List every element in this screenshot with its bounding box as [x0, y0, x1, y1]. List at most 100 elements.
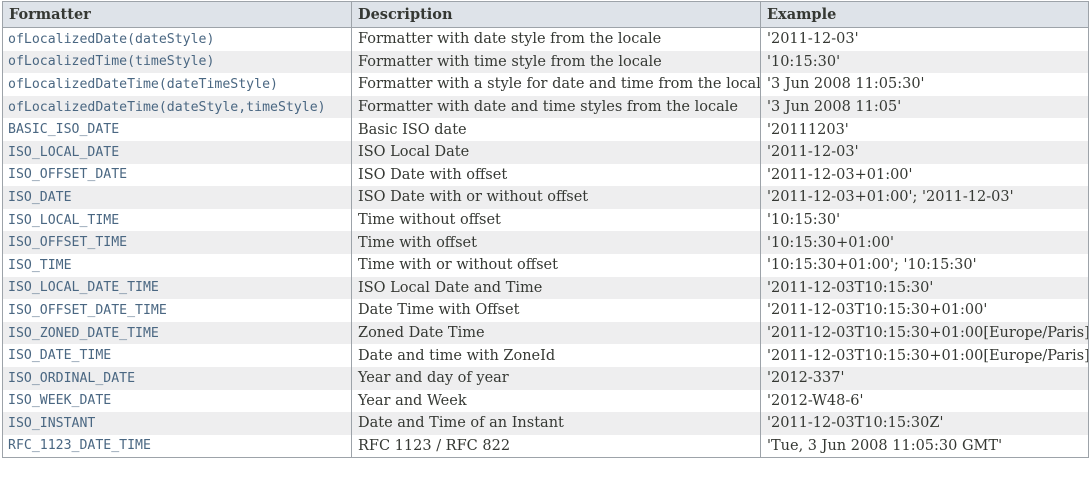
formatter-cell: ISO_ZONED_DATE_TIME [2, 321, 352, 345]
formatter-link[interactable]: ISO_OFFSET_TIME [8, 235, 128, 251]
example-cell: '2011-12-03T10:15:30+01:00' [760, 299, 1089, 322]
formatter-cell: ofLocalizedDateTime(dateTimeStyle) [2, 73, 352, 96]
formatter-link[interactable]: ISO_OFFSET_DATE_TIME [8, 302, 167, 318]
table-row: ofLocalizedDateTime(dateTimeStyle) Format… [2, 73, 1089, 96]
table-row: ISO_TIME Time with or without offset '10:1… [2, 253, 1089, 277]
table-row: ISO_LOCAL_TIME Time without offset '10:15:… [2, 208, 1089, 232]
example-cell: '2011-12-03T10:15:30Z' [760, 412, 1089, 435]
table-row: ISO_OFFSET_DATE ISO Date with offset '2011… [2, 163, 1089, 187]
example-cell: '2011-12-03T10:15:30+01:00[Europe/Paris]… [760, 344, 1089, 367]
table-row: RFC_1123_DATE_TIME RFC 1123 / RFC 822 'Tue… [2, 434, 1089, 459]
formatter-link[interactable]: ISO_OFFSET_DATE [8, 167, 128, 183]
description-cell: Time with or without offset [351, 253, 761, 277]
description-cell: Formatter with time style from the local… [351, 50, 761, 74]
formatter-link[interactable]: ISO_ORDINAL_DATE [8, 370, 136, 386]
description-cell: Time with offset [351, 231, 761, 254]
formatter-cell: ISO_TIME [2, 253, 352, 277]
table-row: BASIC_ISO_DATE Basic ISO date '20111203' [2, 118, 1089, 141]
formatter-cell: ISO_LOCAL_DATE [2, 140, 352, 164]
formatter-cell: ISO_LOCAL_DATE_TIME [2, 276, 352, 300]
column-header-formatter: Formatter [2, 1, 352, 28]
example-cell: '20111203' [760, 118, 1089, 141]
example-cell: '2012-W48-6' [760, 389, 1089, 413]
formatter-link[interactable]: ofLocalizedDateTime(dateStyle,timeStyle) [8, 99, 326, 115]
example-cell: '2012-337' [760, 366, 1089, 390]
table-row: ofLocalizedDateTime(dateStyle,timeStyle)… [2, 95, 1089, 119]
formatter-cell: ofLocalizedDate(dateStyle) [2, 27, 352, 51]
table-row: ISO_DATE_TIME Date and time with ZoneId '2… [2, 344, 1089, 367]
formatter-cell: ISO_WEEK_DATE [2, 389, 352, 413]
formatter-cell: ISO_DATE [2, 186, 352, 209]
example-cell: '10:15:30' [760, 208, 1089, 232]
formatter-link[interactable]: ofLocalizedTime(timeStyle) [8, 54, 215, 70]
description-cell: ISO Local Date and Time [351, 276, 761, 300]
example-cell: '2011-12-03+01:00' [760, 163, 1089, 187]
description-cell: Time without offset [351, 208, 761, 232]
column-header-example: Example [760, 1, 1089, 28]
formatter-cell: ISO_OFFSET_DATE [2, 163, 352, 187]
example-cell: '2011-12-03' [760, 140, 1089, 164]
example-cell: '2011-12-03+01:00'; '2011-12-03' [760, 186, 1089, 209]
formatter-link[interactable]: ISO_DATE_TIME [8, 348, 112, 364]
description-cell: Formatter with date and time styles from… [351, 95, 761, 119]
table-body: ofLocalizedDate(dateStyle) Formatter with… [2, 27, 1089, 459]
formatter-cell: ISO_INSTANT [2, 412, 352, 435]
example-cell: '3 Jun 2008 11:05' [760, 95, 1089, 119]
table-row: ISO_OFFSET_DATE_TIME Date Time with Offse… [2, 299, 1089, 322]
description-cell: RFC 1123 / RFC 822 [351, 434, 761, 459]
formatter-link[interactable]: BASIC_ISO_DATE [8, 122, 120, 138]
formatter-cell: ISO_ORDINAL_DATE [2, 366, 352, 390]
table-row: ofLocalizedTime(timeStyle) Formatter with… [2, 50, 1089, 74]
formatter-link[interactable]: ISO_LOCAL_TIME [8, 212, 120, 228]
table-row: ISO_ZONED_DATE_TIME Zoned Date Time '2011-… [2, 321, 1089, 345]
example-cell: '2011-12-03T10:15:30' [760, 276, 1089, 300]
formatter-cell: ofLocalizedTime(timeStyle) [2, 50, 352, 74]
formatter-link[interactable]: ISO_LOCAL_DATE_TIME [8, 280, 159, 296]
formatter-cell: ISO_LOCAL_TIME [2, 208, 352, 232]
description-cell: Formatter with date style from the local… [351, 27, 761, 51]
formatter-link[interactable]: ISO_WEEK_DATE [8, 393, 112, 409]
table-row: ISO_ORDINAL_DATE Year and day of year '201… [2, 366, 1089, 390]
description-cell: Formatter with a style for date and time… [351, 73, 761, 96]
formatter-link[interactable]: ofLocalizedDateTime(dateTimeStyle) [8, 76, 278, 92]
table-row: ISO_LOCAL_DATE_TIME ISO Local Date and Ti… [2, 276, 1089, 300]
table-row: ISO_OFFSET_TIME Time with offset '10:15:30… [2, 231, 1089, 254]
formatter-cell: BASIC_ISO_DATE [2, 118, 352, 141]
formatter-link[interactable]: ISO_LOCAL_DATE [8, 144, 120, 160]
description-cell: Date and time with ZoneId [351, 344, 761, 367]
table-row: ISO_WEEK_DATE Year and Week '2012-W48-6' [2, 389, 1089, 413]
example-cell: '10:15:30+01:00' [760, 231, 1089, 254]
example-cell: 'Tue, 3 Jun 2008 11:05:30 GMT' [760, 434, 1089, 459]
description-cell: Date Time with Offset [351, 299, 761, 322]
description-cell: ISO Date with offset [351, 163, 761, 187]
description-cell: Zoned Date Time [351, 321, 761, 345]
formatter-link[interactable]: ISO_TIME [8, 257, 72, 273]
description-cell: Year and Week [351, 389, 761, 413]
formatter-link[interactable]: RFC_1123_DATE_TIME [8, 438, 151, 454]
header-row: Formatter Description Example [2, 1, 1089, 28]
formatter-cell: ISO_OFFSET_DATE_TIME [2, 299, 352, 322]
example-cell: '2011-12-03T10:15:30+01:00[Europe/Paris]… [760, 321, 1089, 345]
table-row: ofLocalizedDate(dateStyle) Formatter with… [2, 27, 1089, 51]
table-header: Formatter Description Example [2, 1, 1089, 28]
formatter-cell: ofLocalizedDateTime(dateStyle,timeStyle) [2, 95, 352, 119]
description-cell: ISO Date with or without offset [351, 186, 761, 209]
example-cell: '2011-12-03' [760, 27, 1089, 51]
description-cell: Basic ISO date [351, 118, 761, 141]
table-row: ISO_DATE ISO Date with or without offset '… [2, 186, 1089, 209]
example-cell: '10:15:30' [760, 50, 1089, 74]
formatter-cell: ISO_OFFSET_TIME [2, 231, 352, 254]
description-cell: Year and day of year [351, 366, 761, 390]
formatter-cell: ISO_DATE_TIME [2, 344, 352, 367]
example-cell: '3 Jun 2008 11:05:30' [760, 73, 1089, 96]
formatter-link[interactable]: ofLocalizedDate(dateStyle) [8, 31, 215, 47]
table-row: ISO_LOCAL_DATE ISO Local Date '2011-12-03' [2, 140, 1089, 164]
formatter-link[interactable]: ISO_ZONED_DATE_TIME [8, 325, 159, 341]
table-row: ISO_INSTANT Date and Time of an Instant '2… [2, 412, 1089, 435]
column-header-description: Description [351, 1, 761, 28]
example-cell: '10:15:30+01:00'; '10:15:30' [760, 253, 1089, 277]
formatter-cell: RFC_1123_DATE_TIME [2, 434, 352, 459]
formatter-table: Formatter Description Example ofLocalize… [2, 1, 1089, 459]
formatter-link[interactable]: ISO_DATE [8, 189, 72, 205]
formatter-link[interactable]: ISO_INSTANT [8, 415, 96, 431]
